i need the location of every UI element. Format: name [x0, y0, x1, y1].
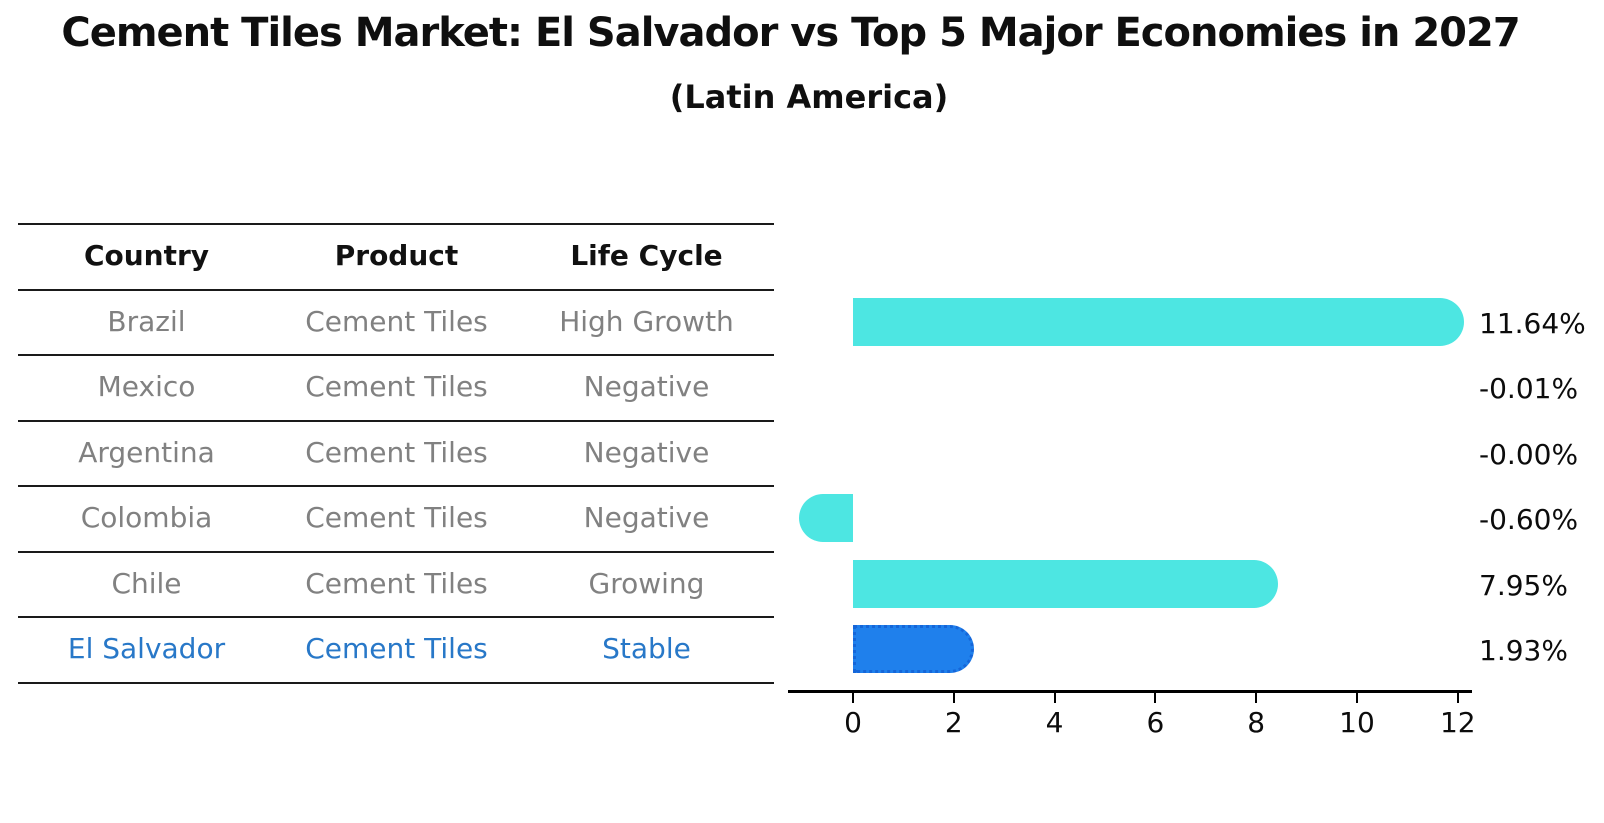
- x-tick-label-6: 6: [1146, 706, 1165, 739]
- table-hline: [18, 550, 774, 553]
- table-header-country: Country: [83, 239, 210, 272]
- chart-title: Cement Tiles Market: El Salvador vs Top …: [61, 10, 1520, 56]
- table-cell-life-cycle-argentina: Negative: [583, 435, 710, 469]
- table-cell-life-cycle-chile: Growing: [588, 566, 705, 600]
- table-cell-product-argentina: Cement Tiles: [305, 435, 488, 469]
- x-axis-line: [788, 690, 1472, 693]
- table-cell-product-mexico: Cement Tiles: [305, 370, 488, 403]
- chart-subtitle: (Latin America): [669, 78, 949, 116]
- table-hline: [18, 419, 774, 422]
- value-label-chile: 7.95%: [1479, 568, 1568, 602]
- bar-brazil: [853, 297, 1464, 346]
- table-hline: [18, 354, 774, 356]
- bar-colombia: [798, 494, 853, 542]
- value-label-argentina: -0.00%: [1479, 437, 1579, 471]
- x-tick-label-8: 8: [1247, 706, 1266, 739]
- table-cell-product-chile: Cement Tiles: [305, 566, 488, 600]
- bar-chile: [853, 559, 1278, 608]
- table-cell-life-cycle-brazil: High Growth: [559, 304, 734, 338]
- x-tick-label-0: 0: [844, 706, 862, 739]
- x-tick-mark-10: [1356, 693, 1358, 703]
- table-header-product: Product: [334, 239, 459, 272]
- table-header-life-cycle: Life Cycle: [570, 239, 723, 272]
- table-cell-country-chile: Chile: [111, 566, 182, 600]
- table-hline: [18, 223, 774, 225]
- value-label-colombia: -0.60%: [1479, 503, 1579, 536]
- x-tick-mark-12: [1456, 693, 1459, 703]
- bar-el-salvador: [853, 625, 975, 673]
- x-tick-label-4: 4: [1045, 706, 1064, 739]
- x-tick-label-12: 12: [1439, 706, 1476, 739]
- table-cell-product-brazil: Cement Tiles: [305, 304, 488, 338]
- table-hline: [18, 288, 774, 291]
- x-tick-mark-6: [1154, 693, 1157, 703]
- table-hline: [18, 485, 774, 487]
- value-label-brazil: 11.64%: [1479, 306, 1586, 340]
- table-cell-product-el-salvador: Cement Tiles: [305, 632, 488, 665]
- x-tick-mark-4: [1053, 693, 1056, 703]
- x-tick-label-10: 10: [1339, 706, 1375, 739]
- table-cell-country-el-salvador: El Salvador: [67, 632, 226, 665]
- x-tick-mark-2: [952, 693, 955, 703]
- x-tick-label-2: 2: [944, 706, 963, 739]
- table-cell-life-cycle-mexico: Negative: [583, 370, 710, 403]
- table-cell-country-brazil: Brazil: [107, 304, 186, 338]
- table-hline: [18, 616, 774, 618]
- table-cell-product-colombia: Cement Tiles: [305, 501, 488, 534]
- x-tick-mark-8: [1255, 693, 1258, 703]
- table-hline: [18, 681, 774, 684]
- value-label-el-salvador: 1.93%: [1479, 634, 1568, 667]
- table-cell-country-colombia: Colombia: [80, 501, 213, 534]
- table-cell-country-mexico: Mexico: [97, 370, 196, 403]
- table-cell-country-argentina: Argentina: [78, 435, 215, 469]
- x-tick-mark-0: [852, 693, 854, 703]
- value-label-mexico: -0.01%: [1479, 372, 1579, 405]
- table-cell-life-cycle-el-salvador: Stable: [602, 632, 691, 665]
- table-cell-life-cycle-colombia: Negative: [583, 501, 710, 534]
